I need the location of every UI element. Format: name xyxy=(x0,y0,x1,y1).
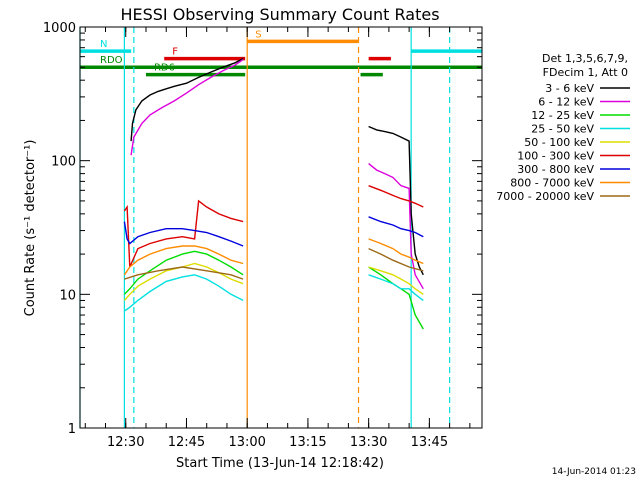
chart-title: HESSI Observing Summary Count Rates xyxy=(120,5,439,24)
legend-label-3-6-kev: 3 - 6 keV xyxy=(545,82,594,95)
x-tick-label: 12:45 xyxy=(168,435,205,450)
series-lines xyxy=(123,57,424,330)
y-axis-label: Count Rate (s⁻¹ detector⁻¹) xyxy=(23,140,38,317)
legend-label-50-100-kev: 50 - 100 keV xyxy=(524,136,594,149)
flag-bars: N F RDO RD6 S xyxy=(80,29,482,77)
y-axis-ticks: 1 10 100 1000 xyxy=(43,21,482,437)
series-3-6-kev-segment-1 xyxy=(130,57,244,142)
series-12-25-kev-segment-1 xyxy=(123,250,244,295)
series-50-100-kev-segment-2 xyxy=(368,266,424,295)
legend-header-line-1: Det 1,3,5,6,7,9, xyxy=(542,52,628,65)
x-tick-label: 13:15 xyxy=(289,435,326,450)
legend-label-25-50-kev: 25 - 50 keV xyxy=(531,123,594,136)
legend: Det 1,3,5,6,7,9, FDecim 1, Att 0 3 - 6 k… xyxy=(496,52,630,203)
x-axis-ticks: 12:30 12:45 13:00 13:15 13:30 13:45 xyxy=(84,27,471,450)
flag-label-s: S xyxy=(255,29,261,40)
y-axis-label-text: Count Rate (s⁻¹ detector⁻¹) xyxy=(23,140,38,317)
series-25-50-kev-segment-2 xyxy=(368,274,424,301)
series-50-100-kev-segment-1 xyxy=(123,262,244,301)
flag-label-n: N xyxy=(100,39,107,50)
series-800-7000-kev-segment-2 xyxy=(368,238,424,265)
legend-label-300-800-kev: 300 - 800 keV xyxy=(517,163,594,176)
y-tick-label: 1000 xyxy=(43,21,76,36)
x-tick-label: 13:00 xyxy=(228,435,265,450)
legend-label-800-7000-kev: 800 - 7000 keV xyxy=(510,177,594,190)
legend-label-6-12-kev: 6 - 12 keV xyxy=(538,96,594,109)
x-tick-label: 12:30 xyxy=(107,435,144,450)
legend-label-100-300-kev: 100 - 300 keV xyxy=(517,150,594,163)
series-7000-20000-kev-segment-1 xyxy=(124,266,244,280)
legend-label-12-25-kev: 12 - 25 keV xyxy=(531,109,594,122)
series-100-300-kev-segment-2 xyxy=(368,185,424,208)
legend-header-line-2: FDecim 1, Att 0 xyxy=(543,66,628,79)
vertical-markers xyxy=(79,27,451,428)
plot-frame xyxy=(79,26,483,429)
series-300-800-kev-segment-2 xyxy=(368,216,424,238)
series-300-800-kev-segment-1 xyxy=(123,221,244,247)
series-800-7000-kev-segment-1 xyxy=(123,245,244,276)
flag-label-rd6: RD6 xyxy=(154,63,175,74)
series-7000-20000-kev-segment-2 xyxy=(368,247,424,272)
y-tick-label: 1 xyxy=(68,422,76,437)
flag-label-f: F xyxy=(172,47,178,58)
series-6-12-kev-segment-1 xyxy=(130,59,244,156)
y-tick-label: 10 xyxy=(59,288,76,303)
flag-label-rdo: RDO xyxy=(100,55,123,66)
footer-date: 14-Jun-2014 01:23 xyxy=(552,467,636,477)
y-tick-label: 100 xyxy=(51,155,76,170)
x-axis-label: Start Time (13-Jun-14 12:18:42) xyxy=(176,456,384,471)
legend-label-7000-20000-kev: 7000 - 20000 keV xyxy=(496,190,594,203)
x-tick-label: 13:45 xyxy=(411,435,448,450)
x-tick-label: 13:30 xyxy=(350,435,387,450)
series-25-50-kev-segment-1 xyxy=(124,274,244,312)
